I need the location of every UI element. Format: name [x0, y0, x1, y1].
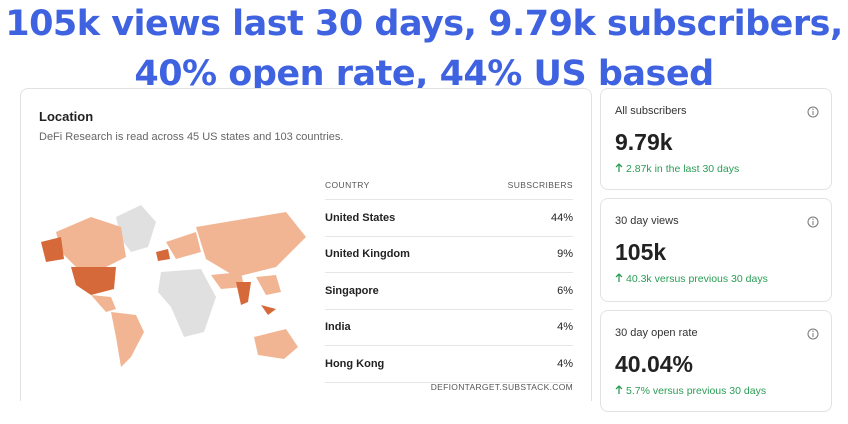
up-arrow — [615, 273, 623, 282]
country-name: United States — [325, 211, 396, 224]
headline: 105k views last 30 days, 9.79k subscribe… — [5, 4, 843, 44]
stat-card: 30 day views 105k 40.3k versus previous 30… — [600, 198, 832, 302]
stat-card: All subscribers 9.79k 2.87k in the last 30… — [600, 88, 832, 190]
info-icon[interactable] — [807, 327, 819, 345]
column-header: SUBSCRIBERS — [507, 180, 573, 190]
stat-label: 30 day views — [615, 215, 679, 227]
info-icon[interactable] — [807, 215, 819, 233]
country-table: COUNTRY SUBSCRIBERS United States 44% Unit… — [325, 171, 573, 383]
stat-value: 9.79k — [615, 129, 673, 155]
delta-text: 40.3k versus previous 30 days — [626, 273, 768, 285]
info-icon[interactable] — [807, 105, 819, 123]
card-subtitle: DeFi Research is read across 45 US state… — [39, 131, 344, 143]
delta-text: 5.7% versus previous 30 days — [626, 385, 767, 397]
subscriber-share: 44% — [550, 211, 573, 224]
table-row: Hong Kong 4% — [325, 346, 573, 383]
table-row: Singapore 6% — [325, 273, 573, 310]
subscriber-share: 9% — [557, 248, 573, 261]
column-header: COUNTRY — [325, 180, 370, 190]
table-row: United States 44% — [325, 200, 573, 237]
country-name: India — [325, 321, 351, 334]
country-name: Hong Kong — [325, 357, 385, 370]
stat-delta: 2.87k in the last 30 days — [615, 163, 739, 175]
stat-value: 40.04% — [615, 351, 694, 377]
table-row: India 4% — [325, 310, 573, 346]
subscriber-share: 6% — [557, 284, 573, 297]
delta-text: 2.87k in the last 30 days — [626, 163, 740, 175]
stat-delta: 40.3k versus previous 30 days — [615, 273, 768, 285]
footer: DEFIONTARGET.SUBSTACK.COM — [430, 382, 573, 392]
country-name: Singapore — [325, 284, 379, 297]
table-row: United Kingdom 9% — [325, 237, 573, 273]
stat-delta: 5.7% versus previous 30 days — [615, 385, 766, 397]
subscriber-share: 4% — [557, 321, 573, 334]
stat-label: 30 day open rate — [615, 327, 698, 339]
table-header: COUNTRY SUBSCRIBERS — [325, 171, 573, 200]
stat-card: 30 day open rate 40.04% 5.7% versus previo… — [600, 310, 832, 412]
world-map — [41, 205, 306, 367]
up-arrow — [615, 385, 623, 394]
headline: 40% open rate, 44% US based — [134, 54, 714, 94]
country-name: United Kingdom — [325, 248, 410, 261]
stat-value: 105k — [615, 239, 667, 265]
card-title: Location — [39, 109, 94, 124]
subscriber-share: 4% — [557, 357, 573, 370]
location-card: Location DeFi Research is read across 45… — [20, 88, 592, 401]
stat-label: All subscribers — [615, 105, 687, 117]
up-arrow — [615, 163, 623, 172]
